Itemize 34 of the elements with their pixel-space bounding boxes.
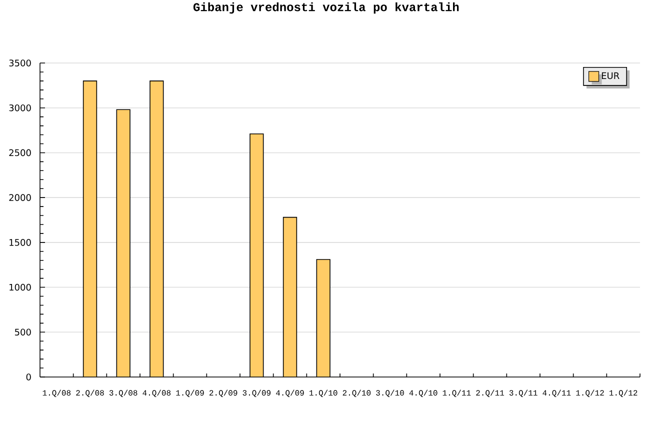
- x-tick-label: 1.Q/12: [576, 390, 604, 398]
- x-tick-label: 1.Q/09: [176, 390, 204, 398]
- chart-title: Gibanje vrednosti vozila po kvartalih: [193, 2, 459, 14]
- x-tick-label: 2.Q/10: [342, 390, 371, 398]
- y-tick-label: 2500: [9, 149, 31, 156]
- x-tick-label: 2.Q/08: [76, 390, 104, 398]
- x-tick-label: 1.Q/12: [610, 390, 638, 398]
- bar: [150, 80, 164, 377]
- y-tick-label: 0: [26, 374, 31, 380]
- y-tick-label: 3500: [9, 60, 31, 66]
- bar: [116, 110, 130, 377]
- x-tick-label: 1.Q/10: [310, 390, 338, 398]
- bar: [250, 134, 264, 377]
- x-tick-label: 3.Q/08: [109, 390, 138, 398]
- x-tick-label: 3.Q/10: [376, 390, 404, 398]
- x-tick-label: 1.Q/08: [42, 390, 71, 398]
- y-tick-label: 2000: [9, 194, 31, 201]
- x-tick-label: 3.Q/09: [242, 390, 271, 398]
- x-tick-label: 2.Q/11: [476, 390, 504, 398]
- y-tick-label: 1500: [10, 239, 31, 246]
- y-tick-label: 3000: [9, 104, 31, 112]
- bar: [316, 259, 330, 377]
- y-tick-label: 500: [14, 328, 31, 336]
- x-tick-label: 3.Q/11: [509, 390, 538, 398]
- legend-label: EUR: [602, 72, 620, 80]
- x-tick-label: 2.Q/09: [209, 390, 238, 398]
- x-tick-label: 4.Q/09: [276, 390, 304, 398]
- x-tick-label: 4.Q/11: [542, 390, 571, 398]
- bar: [83, 80, 97, 377]
- x-tick-label: 1.Q/11: [442, 390, 471, 398]
- bar: [283, 217, 297, 377]
- x-tick-label: 4.Q/08: [142, 390, 171, 398]
- y-tick-label: 1000: [10, 284, 31, 291]
- x-tick-label: 4.Q/10: [409, 390, 438, 398]
